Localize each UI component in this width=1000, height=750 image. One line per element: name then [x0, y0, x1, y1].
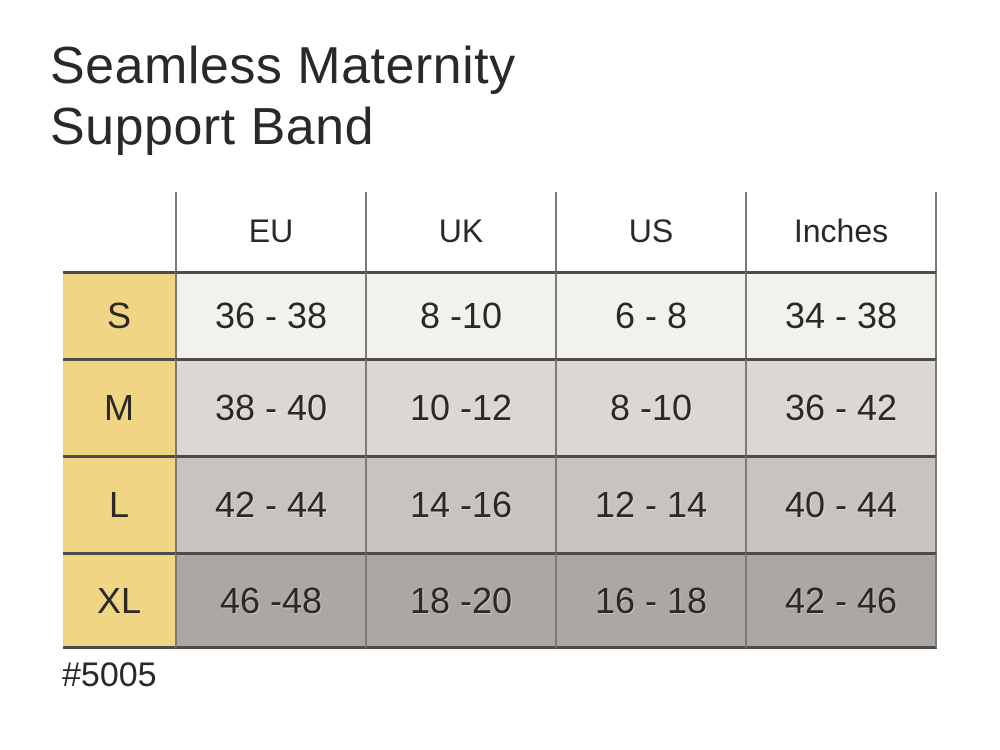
- cell-m-eu: 38 - 40: [175, 358, 365, 455]
- column-header-uk: UK: [365, 192, 555, 271]
- cell-s-us: 6 - 8: [555, 271, 745, 358]
- column-header-eu: EU: [175, 192, 365, 271]
- cell-l-eu: 42 - 44: [175, 455, 365, 552]
- cell-s-eu: 36 - 38: [175, 271, 365, 358]
- row-label-xl: XL: [63, 552, 175, 649]
- corner-cell: [63, 192, 175, 271]
- page-title-line2: Support Band: [50, 97, 375, 156]
- cell-xl-uk: 18 -20: [365, 552, 555, 649]
- cell-m-uk: 10 -12: [365, 358, 555, 455]
- product-code: #5005: [62, 656, 157, 694]
- cell-m-us: 8 -10: [555, 358, 745, 455]
- page-title: Seamless Maternity Support Band: [50, 36, 516, 158]
- row-label-m: M: [63, 358, 175, 455]
- column-header-inches: Inches: [745, 192, 937, 271]
- cell-s-uk: 8 -10: [365, 271, 555, 358]
- cell-s-inches: 34 - 38: [745, 271, 937, 358]
- cell-xl-us: 16 - 18: [555, 552, 745, 649]
- cell-l-uk: 14 -16: [365, 455, 555, 552]
- cell-l-us: 12 - 14: [555, 455, 745, 552]
- row-label-l: L: [63, 455, 175, 552]
- size-chart-table: EU UK US Inches S 36 - 38 8 -10 6 - 8 34…: [63, 192, 937, 649]
- page-title-line1: Seamless Maternity: [50, 37, 516, 95]
- row-label-s: S: [63, 271, 175, 358]
- cell-xl-eu: 46 -48: [175, 552, 365, 649]
- cell-l-inches: 40 - 44: [745, 455, 937, 552]
- column-header-us: US: [555, 192, 745, 271]
- cell-m-inches: 36 - 42: [745, 358, 937, 455]
- cell-xl-inches: 42 - 46: [745, 552, 937, 649]
